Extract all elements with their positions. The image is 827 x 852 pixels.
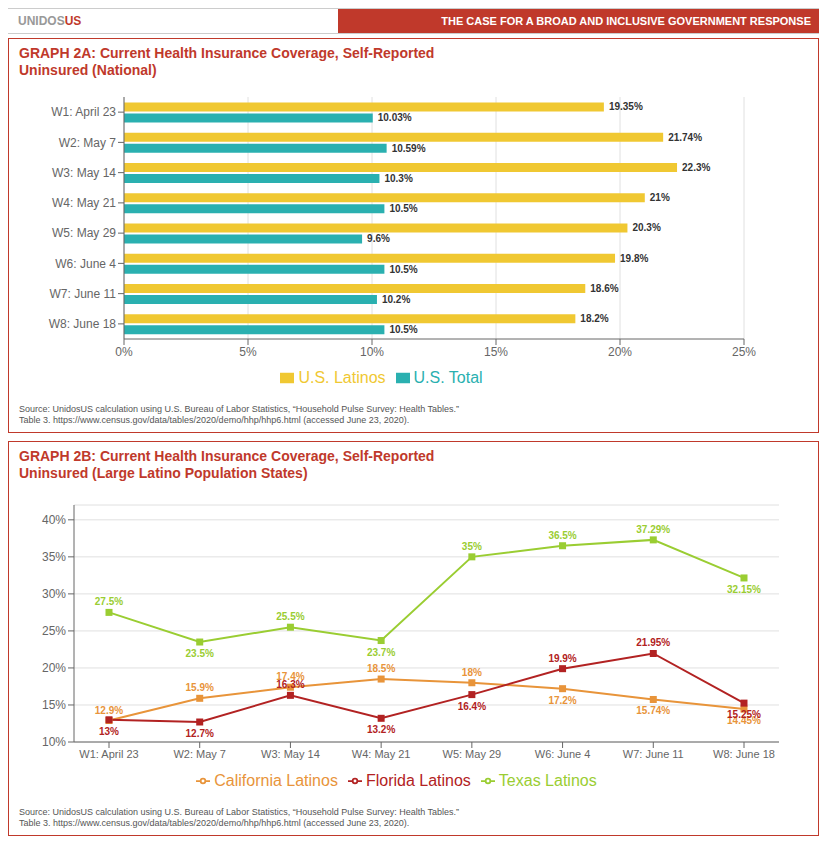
svg-text:18.2%: 18.2% xyxy=(580,313,608,324)
html-text:Table 3. https://www.census.go: Table 3. https://www.census.gov/data/tab… xyxy=(19,415,410,425)
svg-text:W3: May 14: W3: May 14 xyxy=(52,165,116,179)
svg-text:25%: 25% xyxy=(732,344,756,358)
html-text:U.S. Total: U.S. Total xyxy=(413,368,483,386)
html-text:GRAPH 2A: Current Health Insur: GRAPH 2A: Current Health Insurance Cover… xyxy=(19,45,435,61)
svg-text:10.03%: 10.03% xyxy=(378,112,412,123)
html-text:Uninsured (National): Uninsured (National) xyxy=(19,62,157,78)
svg-text:W3: May 14: W3: May 14 xyxy=(261,747,320,759)
svg-text:12.9%: 12.9% xyxy=(95,704,123,715)
svg-text:25.5%: 25.5% xyxy=(276,611,304,622)
svg-text:W1: April 23: W1: April 23 xyxy=(79,747,138,759)
html-text:U.S. Latinos: U.S. Latinos xyxy=(298,368,386,386)
svg-text:W6: June 4: W6: June 4 xyxy=(535,747,591,759)
html-text:Table 3. https://www.census.go: Table 3. https://www.census.gov/data/tab… xyxy=(19,818,410,828)
svg-text:15%: 15% xyxy=(484,344,508,358)
html-text:GRAPH 2B: Current Health Insur: GRAPH 2B: Current Health Insurance Cover… xyxy=(19,448,435,464)
svg-text:36.5%: 36.5% xyxy=(548,529,576,540)
svg-text:16.4%: 16.4% xyxy=(458,700,486,711)
svg-text:10.3%: 10.3% xyxy=(384,172,412,183)
svg-text:W8: June 18: W8: June 18 xyxy=(713,747,775,759)
html-text:Texas Latinos: Texas Latinos xyxy=(498,771,597,789)
svg-text:10%: 10% xyxy=(42,735,66,749)
svg-text:21.74%: 21.74% xyxy=(668,131,702,142)
svg-text:35%: 35% xyxy=(42,550,66,564)
svg-text:0%: 0% xyxy=(115,344,133,358)
svg-text:16.3%: 16.3% xyxy=(276,679,304,690)
svg-text:10.59%: 10.59% xyxy=(392,142,426,153)
html-text:California Latinos: California Latinos xyxy=(214,771,338,789)
svg-text:32.15%: 32.15% xyxy=(727,583,761,594)
svg-text:13.2%: 13.2% xyxy=(367,724,395,735)
svg-text:W5: May 29: W5: May 29 xyxy=(443,747,502,759)
svg-text:18%: 18% xyxy=(462,666,482,677)
svg-text:9.6%: 9.6% xyxy=(367,233,390,244)
svg-text:10.2%: 10.2% xyxy=(382,293,410,304)
svg-text:19.9%: 19.9% xyxy=(548,652,576,663)
svg-text:22.3%: 22.3% xyxy=(682,161,710,172)
svg-text:37.29%: 37.29% xyxy=(636,523,670,534)
svg-text:21.95%: 21.95% xyxy=(636,637,670,648)
svg-text:15.9%: 15.9% xyxy=(186,682,214,693)
svg-text:W1: April 23: W1: April 23 xyxy=(51,105,116,119)
svg-text:27.5%: 27.5% xyxy=(95,596,123,607)
svg-text:19.35%: 19.35% xyxy=(609,101,643,112)
svg-text:W7: June 11: W7: June 11 xyxy=(50,286,117,300)
svg-text:20%: 20% xyxy=(608,344,632,358)
svg-text:40%: 40% xyxy=(42,513,66,527)
svg-text:17.4%: 17.4% xyxy=(276,670,305,682)
svg-text:20.3%: 20.3% xyxy=(632,222,660,233)
svg-text:30%: 30% xyxy=(42,587,66,601)
svg-text:5%: 5% xyxy=(239,344,257,358)
html-text:Source: UnidosUS calculation u: Source: UnidosUS calculation using U.S. … xyxy=(19,807,460,817)
svg-text:15.25%: 15.25% xyxy=(727,709,761,720)
html-text:Source: UnidosUS calculation u: Source: UnidosUS calculation using U.S. … xyxy=(19,404,460,414)
svg-text:W5: May 29: W5: May 29 xyxy=(52,226,116,240)
svg-text:18.6%: 18.6% xyxy=(590,282,618,293)
svg-text:15%: 15% xyxy=(42,698,66,712)
svg-text:25%: 25% xyxy=(42,624,66,638)
svg-text:W2: May 7: W2: May 7 xyxy=(59,135,117,149)
html-text:Uninsured (Large Latino Popula: Uninsured (Large Latino Population State… xyxy=(19,465,308,481)
svg-text:23.5%: 23.5% xyxy=(186,648,214,659)
svg-text:13%: 13% xyxy=(99,725,119,736)
html-text:THE CASE FOR A BROAD AND INCLU: THE CASE FOR A BROAD AND INCLUSIVE GOVER… xyxy=(441,15,811,27)
svg-text:21%: 21% xyxy=(650,192,670,203)
html-text:Florida Latinos: Florida Latinos xyxy=(365,771,471,789)
svg-text:12.7%: 12.7% xyxy=(186,728,214,739)
svg-text:W4: May 21: W4: May 21 xyxy=(52,196,116,210)
svg-text:35%: 35% xyxy=(462,540,482,551)
svg-text:23.7%: 23.7% xyxy=(367,646,395,657)
svg-text:20%: 20% xyxy=(42,661,66,675)
svg-text:15.74%: 15.74% xyxy=(636,705,670,716)
svg-text:17.2%: 17.2% xyxy=(548,694,576,705)
svg-text:W7: June 11: W7: June 11 xyxy=(623,747,684,759)
svg-text:W2: May 7: W2: May 7 xyxy=(173,747,226,759)
svg-text:W6: June 4: W6: June 4 xyxy=(55,256,116,270)
svg-text:14.45%: 14.45% xyxy=(727,714,761,726)
svg-text:10.5%: 10.5% xyxy=(389,324,417,335)
svg-text:10.5%: 10.5% xyxy=(389,203,417,214)
svg-text:19.8%: 19.8% xyxy=(620,252,648,263)
svg-text:10.5%: 10.5% xyxy=(389,263,417,274)
svg-text:W8: June 18: W8: June 18 xyxy=(49,317,117,331)
svg-text:10%: 10% xyxy=(360,344,384,358)
svg-text:W4: May 21: W4: May 21 xyxy=(352,747,411,759)
html-text:UNIDOS US: UNIDOS US xyxy=(18,14,82,28)
svg-text:18.5%: 18.5% xyxy=(367,663,395,674)
